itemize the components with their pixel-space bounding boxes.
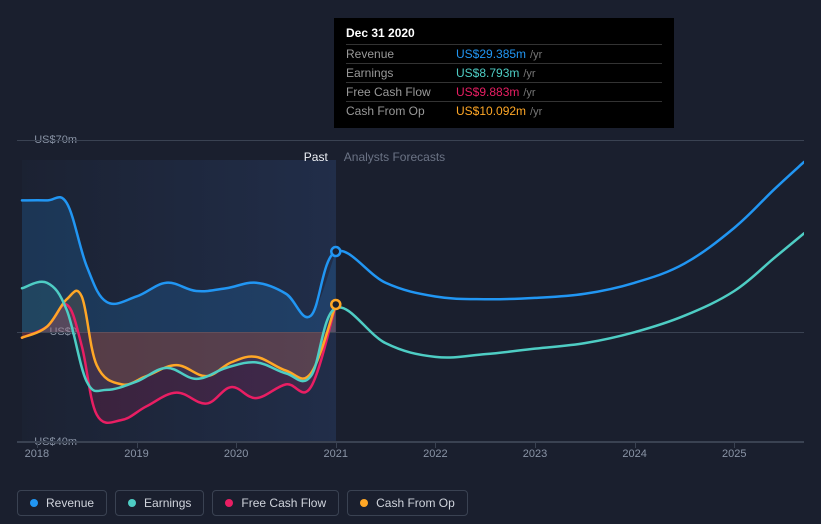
past-section-label: Past — [304, 150, 328, 164]
legend-item-revenue[interactable]: Revenue — [17, 490, 107, 516]
tooltip-unit: /yr — [523, 87, 535, 99]
tooltip-metric-value: US$9.883m — [456, 85, 519, 99]
y-grid-line — [17, 332, 804, 333]
chart-tooltip: Dec 31 2020 RevenueUS$29.385m/yrEarnings… — [334, 18, 674, 128]
x-axis-line — [17, 441, 804, 442]
tooltip-metric-value: US$10.092m — [456, 104, 526, 118]
legend-dot-icon — [128, 499, 136, 507]
x-axis-label: 2023 — [523, 448, 547, 460]
legend-label: Free Cash Flow — [241, 496, 326, 510]
legend-item-cash-from-op[interactable]: Cash From Op — [347, 490, 468, 516]
financials-chart[interactable]: US$70mUS$0-US$40m 2018201920202021202220… — [17, 120, 804, 460]
x-axis-label: 2025 — [722, 448, 746, 460]
legend-dot-icon — [225, 499, 233, 507]
legend-item-free-cash-flow[interactable]: Free Cash Flow — [212, 490, 339, 516]
forecast-section-label: Analysts Forecasts — [344, 150, 445, 164]
tooltip-metric-label: Earnings — [346, 66, 456, 80]
tooltip-row: RevenueUS$29.385m/yr — [346, 44, 662, 63]
tooltip-metric-label: Free Cash Flow — [346, 85, 456, 99]
tooltip-row: Cash From OpUS$10.092m/yr — [346, 101, 662, 120]
tooltip-unit: /yr — [530, 106, 542, 118]
legend-label: Cash From Op — [376, 496, 455, 510]
x-axis-label: 2019 — [124, 448, 148, 460]
legend-label: Revenue — [46, 496, 94, 510]
tooltip-row: EarningsUS$8.793m/yr — [346, 63, 662, 82]
x-axis-label: 2021 — [324, 448, 348, 460]
tooltip-metric-label: Cash From Op — [346, 104, 456, 118]
y-grid-line — [17, 442, 804, 443]
x-axis-label: 2020 — [224, 448, 248, 460]
legend-item-earnings[interactable]: Earnings — [115, 490, 204, 516]
legend-label: Earnings — [144, 496, 191, 510]
tooltip-metric-value: US$8.793m — [456, 66, 519, 80]
x-axis-label: 2018 — [25, 448, 49, 460]
tooltip-metric-label: Revenue — [346, 47, 456, 61]
tooltip-unit: /yr — [523, 68, 535, 80]
tooltip-unit: /yr — [530, 49, 542, 61]
x-axis-label: 2022 — [423, 448, 447, 460]
past-shaded-region — [22, 160, 336, 442]
x-axis-label: 2024 — [622, 448, 646, 460]
legend-dot-icon — [360, 499, 368, 507]
tooltip-metric-value: US$29.385m — [456, 47, 526, 61]
chart-legend: Revenue Earnings Free Cash Flow Cash From O… — [17, 490, 468, 516]
tooltip-date: Dec 31 2020 — [346, 26, 662, 40]
tooltip-row: Free Cash FlowUS$9.883m/yr — [346, 82, 662, 101]
y-grid-line — [17, 140, 804, 141]
legend-dot-icon — [30, 499, 38, 507]
